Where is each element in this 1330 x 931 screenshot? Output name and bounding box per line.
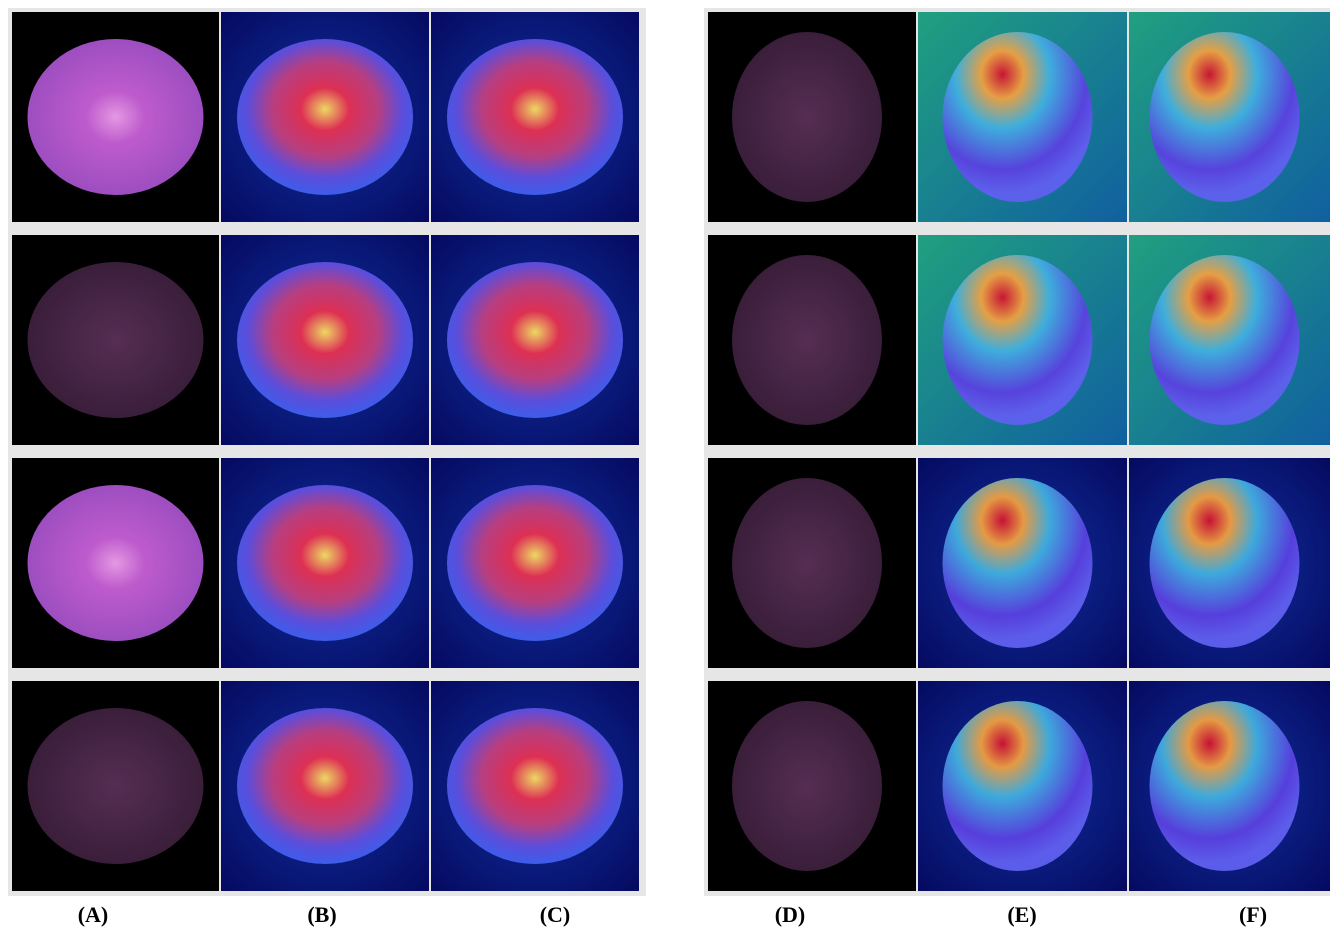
cell-nucleus	[943, 701, 1093, 871]
column-label: (B)	[307, 902, 336, 927]
cell-nucleus	[237, 485, 413, 641]
cell-nucleus	[237, 708, 413, 864]
cell-nucleus	[28, 708, 204, 864]
cell-nucleus	[28, 262, 204, 418]
cell-nucleus	[732, 701, 882, 871]
cell-nucleus	[447, 485, 623, 641]
page: (A) (B) (C) (D) (E) (F) (() => { const d…	[0, 0, 1330, 931]
cell-nucleus	[237, 39, 413, 195]
cell-nucleus	[732, 32, 882, 202]
column-label: (F)	[1239, 902, 1267, 927]
cell-nucleus	[732, 255, 882, 425]
cell-nucleus	[943, 478, 1093, 648]
column-label: (C)	[540, 902, 571, 927]
cell-nucleus	[28, 485, 204, 641]
cell-nucleus	[447, 708, 623, 864]
column-label: (A)	[78, 902, 109, 927]
cell-nucleus	[1150, 478, 1300, 648]
column-label: (D)	[775, 902, 806, 927]
cell-nucleus	[1150, 32, 1300, 202]
cell-nucleus	[1150, 255, 1300, 425]
cell-nucleus	[943, 255, 1093, 425]
figure: (A) (B) (C) (D) (E) (F)	[0, 0, 1330, 931]
cell-nucleus	[732, 478, 882, 648]
cell-nucleus	[237, 262, 413, 418]
cell-nucleus	[28, 39, 204, 195]
cell-nucleus	[943, 32, 1093, 202]
cell-nucleus	[447, 39, 623, 195]
cell-nucleus	[1150, 701, 1300, 871]
cell-nucleus	[447, 262, 623, 418]
column-label: (E)	[1007, 902, 1036, 927]
